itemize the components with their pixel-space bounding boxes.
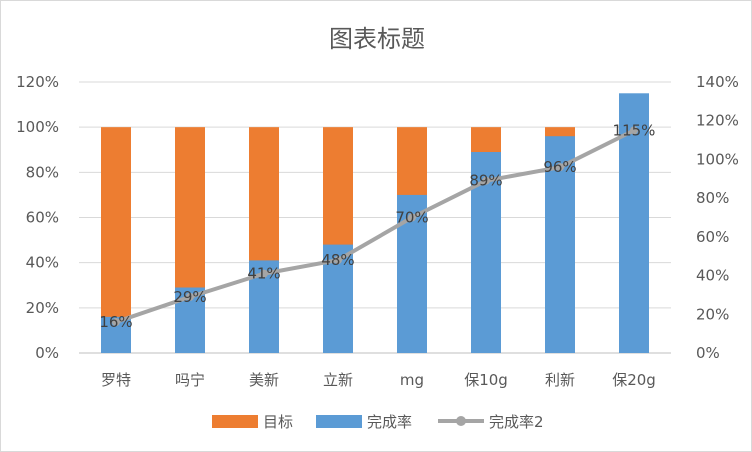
legend-swatch-completion [316,415,362,428]
y-right-tick-label: 120% [696,112,739,130]
y-left-tick-label: 80% [26,163,59,181]
y-left-tick-label: 0% [35,344,59,362]
legend-marker-completion2 [456,416,466,426]
x-tick-label: mg [400,371,424,389]
data-label: 16% [99,313,132,331]
y-right-tick-label: 80% [696,189,729,207]
data-label: 70% [395,209,428,227]
y-left-tick-label: 60% [26,209,59,227]
y-right-tick-label: 40% [696,267,729,285]
data-label: 29% [173,288,206,306]
line-marker [260,269,268,278]
legend-label-completion: 完成率 [367,413,412,431]
legend-label-target: 目标 [263,413,293,431]
y-right-tick-label: 0% [696,344,720,362]
chart-title: 图表标题 [329,25,425,53]
line-marker [556,163,564,172]
y-right-tick-label: 60% [696,228,729,246]
data-label: 89% [469,172,502,190]
x-tick-label: 保20g [612,371,656,389]
bar-completion [545,136,575,353]
x-tick-label: 利新 [545,371,575,389]
completion-line [115,128,635,324]
line-marker [482,176,490,185]
x-tick-label: 罗特 [101,371,131,389]
y-right-tick-label: 140% [696,73,739,91]
data-label: 48% [321,251,354,269]
y-left-tick-label: 100% [16,118,59,136]
line-marker [630,126,638,135]
x-tick-label: 美新 [249,371,279,389]
data-label: 41% [247,265,280,283]
line-marker [112,318,120,327]
data-label: 115% [613,121,656,139]
x-tick-label: 保10g [464,371,508,389]
y-left-tick-label: 20% [26,299,59,317]
x-tick-label: 立新 [323,371,353,389]
x-tick-label: 吗宁 [175,371,205,389]
data-label: 96% [543,158,576,176]
legend-swatch-target [212,415,258,428]
y-right-tick-label: 100% [696,150,739,168]
line-marker [334,256,342,265]
y-left-tick-label: 120% [16,73,59,91]
y-right-tick-label: 20% [696,305,729,323]
line-marker [408,213,416,222]
y-left-tick-label: 40% [26,254,59,272]
legend-label-completion2: 完成率2 [489,413,544,431]
bar-target [101,127,131,354]
line-marker [186,292,194,301]
